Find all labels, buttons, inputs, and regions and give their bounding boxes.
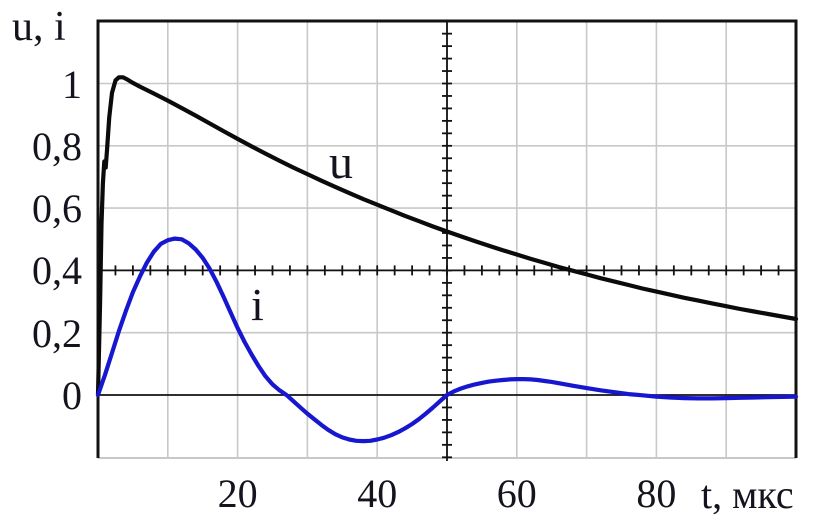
y-axis-title: u, i: [12, 4, 66, 50]
curve-label-i: i: [251, 279, 264, 330]
x-tick-label: 80: [636, 471, 677, 516]
x-axis-title: t, мкс: [701, 472, 794, 517]
u-curve: [95, 75, 799, 398]
x-tick-label: 40: [357, 471, 398, 516]
y-tick-label: 0,2: [32, 310, 82, 356]
y-tick-label: 0,8: [32, 123, 82, 169]
y-tick-label: 0,6: [32, 186, 82, 232]
i-curve: [95, 236, 799, 444]
y-tick-label: 0,4: [32, 248, 82, 294]
x-tick-label: 60: [496, 471, 537, 516]
x-tick-label: 20: [217, 471, 258, 516]
curve-label-u: u: [329, 136, 353, 189]
y-tick-label: 1: [62, 61, 82, 107]
y-tick-label: 0: [62, 373, 82, 418]
